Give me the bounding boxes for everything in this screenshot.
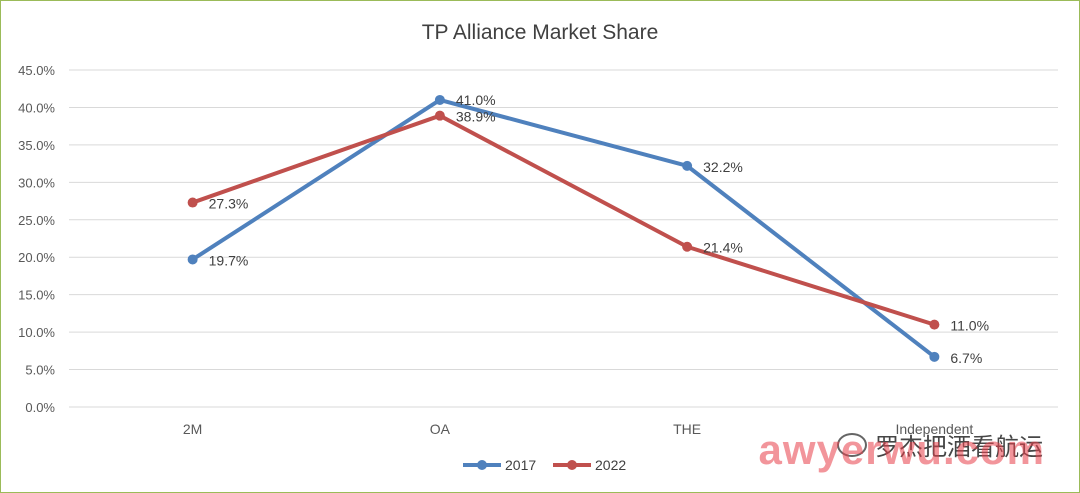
data-label: 21.4% <box>703 240 743 256</box>
brand-watermark: awyerwu.com <box>758 426 1045 473</box>
data-label: 32.2% <box>703 159 743 175</box>
data-point <box>434 110 445 121</box>
wechat-watermark: 罗杰把酒看航运 <box>837 427 1043 462</box>
y-tick-label: 40.0% <box>18 100 55 115</box>
legend-item-2022[interactable]: 2022 <box>553 457 626 473</box>
y-tick-label: 15.0% <box>18 288 55 303</box>
series-line-2022 <box>190 113 937 327</box>
y-tick-label: 10.0% <box>18 325 55 340</box>
y-tick-label: 25.0% <box>18 213 55 228</box>
data-point <box>929 319 940 330</box>
wechat-name: 罗杰把酒看航运 <box>875 433 1043 461</box>
data-point <box>929 351 940 362</box>
legend-swatch-marker <box>477 460 487 470</box>
data-labels: 19.7% 41.0% 32.2% 6.7% 27.3% 38.9% 21.4% 11.0% <box>209 92 989 366</box>
data-point <box>187 197 198 208</box>
x-axis: 2M OA THE Independent <box>183 421 974 437</box>
data-point <box>187 254 198 265</box>
y-tick-label: 20.0% <box>18 250 55 265</box>
data-label: 11.0% <box>950 318 989 334</box>
y-tick-label: 5.0% <box>25 363 55 378</box>
wechat-icon <box>837 432 867 457</box>
data-label: 41.0% <box>456 92 496 108</box>
x-tick-label: 2M <box>183 421 202 437</box>
x-tick-label: OA <box>430 421 451 437</box>
series-line-2017 <box>190 97 937 359</box>
data-label: 19.7% <box>209 252 249 268</box>
legend-label: 2017 <box>505 457 536 473</box>
y-tick-label: 30.0% <box>18 175 55 190</box>
y-axis: 0.0% 5.0% 10.0% 15.0% 20.0% 25.0% 30.0% 35.0% 40… <box>18 63 55 415</box>
legend-swatch-marker <box>567 460 577 470</box>
legend-label: 2022 <box>595 457 626 473</box>
x-tick-label: THE <box>673 421 701 437</box>
data-label: 6.7% <box>950 350 982 366</box>
data-point <box>434 94 445 105</box>
gridlines <box>69 69 1058 408</box>
y-tick-label: 35.0% <box>18 138 55 153</box>
legend[interactable]: 2017 2022 <box>463 457 626 473</box>
y-tick-label: 45.0% <box>18 63 55 78</box>
data-label: 27.3% <box>209 196 249 212</box>
series-group <box>187 94 940 362</box>
legend-item-2017[interactable]: 2017 <box>463 457 536 473</box>
data-label: 38.9% <box>456 109 496 125</box>
x-tick-label: Independent <box>895 421 973 437</box>
y-tick-label: 0.0% <box>25 400 55 415</box>
data-point <box>682 160 693 171</box>
data-point <box>682 241 693 252</box>
chart-title: TP Alliance Market Share <box>422 21 659 44</box>
